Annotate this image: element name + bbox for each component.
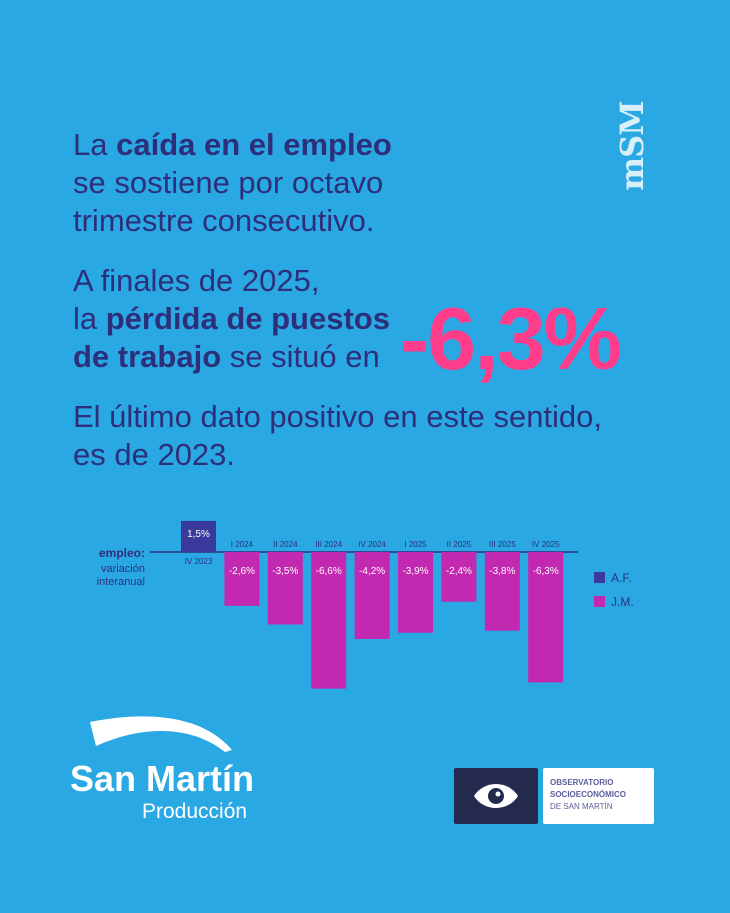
intro-emphasis: caída en el empleo: [116, 127, 392, 162]
chart-bar: [354, 552, 390, 639]
intro-text: se sostiene por octavo: [73, 165, 384, 200]
intro-paragraph-3: El último dato positivo en este sentido,…: [73, 398, 602, 474]
chart-category-label: IV 2024: [358, 540, 386, 549]
observatorio-line: DE SAN MARTÍN: [550, 802, 613, 811]
chart-subtitle: variación: [101, 563, 145, 575]
chart-category-label: II 2024: [273, 540, 298, 549]
observatorio-icon-box: [454, 768, 538, 824]
observatorio-logo: OBSERVATORIO SOCIOECONÓMICO DE SAN MARTÍ…: [454, 768, 654, 824]
chart-bar: [484, 552, 520, 631]
highlight-value: -6,3%: [400, 289, 622, 388]
chart-data-label: -4,2%: [359, 566, 385, 577]
chart-data-label: -2,6%: [229, 566, 255, 577]
intro-text: se situó en: [221, 339, 380, 374]
chart-bar: [528, 552, 564, 683]
chart-data-label: -6,6%: [316, 566, 342, 577]
chart-bar: [398, 552, 433, 633]
chart-title: empleo:: [99, 546, 145, 560]
intro-text: La: [73, 127, 117, 162]
chart-bar: [224, 552, 260, 606]
legend-swatch: [594, 572, 605, 583]
san-martin-logo: San Martín Producción: [60, 712, 290, 832]
chart-category-label: IV 2025: [532, 540, 560, 549]
intro-emphasis: pérdida de puestos: [105, 301, 390, 336]
logo-subtitle: Producción: [142, 800, 248, 823]
chart-category-label: I 2025: [404, 540, 427, 549]
legend-swatch: [594, 596, 605, 607]
chart-data-label: -3,5%: [272, 566, 298, 577]
observatorio-line: SOCIOECONÓMICO: [550, 790, 627, 799]
chart-data-label: 1,5%: [187, 529, 210, 540]
intro-paragraph-2: A finales de 2025, la pérdida de puestos…: [73, 262, 390, 376]
intro-text: es de 2023.: [73, 437, 236, 472]
legend-label: A.F.: [611, 571, 632, 585]
chart-data-label: -3,9%: [402, 566, 428, 577]
chart-bar: [181, 520, 216, 552]
chart-data-label: -6,3%: [533, 566, 559, 577]
chart-subtitle: interanual: [97, 576, 145, 588]
chart-data-label: -3,8%: [489, 566, 515, 577]
logo-arc-icon: [90, 716, 232, 752]
intro-paragraph-1: La caída en el empleo se sostiene por oc…: [73, 126, 392, 240]
chart-category-label: I 2024: [231, 540, 254, 549]
chart-bar: [441, 552, 477, 602]
intro-emphasis: de trabajo: [73, 339, 222, 374]
eye-icon: [474, 784, 518, 808]
chart-bar: [267, 552, 303, 625]
chart-bar: [311, 552, 347, 689]
intro-text: A finales de 2025,: [73, 263, 320, 298]
intro-text: la: [73, 301, 106, 336]
observatorio-name-box: OBSERVATORIO SOCIOECONÓMICO DE SAN MARTÍ…: [543, 768, 654, 824]
chart-category-label: II 2025: [447, 540, 472, 549]
legend-label: J.M.: [611, 595, 634, 609]
intro-text: El último dato positivo en este sentido,: [73, 399, 603, 434]
chart-category-label: IV 2023: [185, 557, 213, 566]
intro-text: trimestre consecutivo.: [73, 203, 375, 238]
chart-category-label: III 2024: [315, 540, 342, 549]
chart-category-label: III 2025: [489, 540, 516, 549]
chart-data-label: -2,4%: [446, 566, 472, 577]
observatorio-line: OBSERVATORIO: [550, 778, 614, 787]
logo-name: San Martín: [70, 758, 255, 799]
